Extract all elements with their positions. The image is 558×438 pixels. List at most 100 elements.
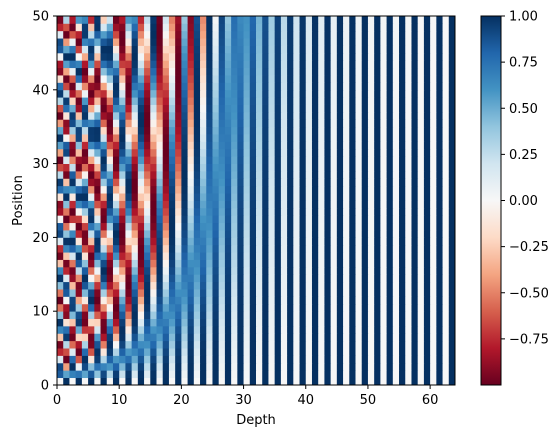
heatmap-cell <box>69 325 77 334</box>
heatmap-cell <box>63 111 70 120</box>
heatmap-cell <box>119 362 126 371</box>
heatmap-cell <box>324 134 332 142</box>
heatmap-cell <box>100 370 108 379</box>
heatmap-cell <box>206 348 213 356</box>
heatmap-cell <box>417 370 425 379</box>
heatmap-cell <box>200 259 207 268</box>
heatmap-cell <box>399 237 406 246</box>
heatmap-cell <box>224 296 232 305</box>
y-tick-label: 40 <box>32 83 49 98</box>
heatmap-cell <box>137 30 145 39</box>
heatmap-cell <box>181 148 188 157</box>
heatmap-cell <box>119 30 126 39</box>
heatmap-cell <box>262 377 269 386</box>
heatmap-cell <box>218 45 226 54</box>
heatmap-cell <box>336 156 344 164</box>
heatmap-cell <box>442 170 450 179</box>
heatmap-cell <box>112 104 120 113</box>
heatmap-cell <box>94 222 101 231</box>
heatmap-cell <box>417 141 425 150</box>
heatmap-cell <box>349 311 356 319</box>
heatmap-cell <box>336 52 344 61</box>
heatmap-cell <box>386 244 394 253</box>
heatmap-cell <box>125 200 133 209</box>
heatmap-cell <box>361 377 369 386</box>
heatmap-cell <box>94 289 101 297</box>
heatmap-cell <box>299 38 307 46</box>
heatmap-cell <box>206 355 213 364</box>
heatmap-cell <box>336 200 344 209</box>
heatmap-cell <box>293 230 300 238</box>
heatmap-cell <box>63 16 70 24</box>
heatmap-cell <box>106 38 114 46</box>
heatmap-cell <box>88 126 95 135</box>
heatmap-cell <box>299 252 307 260</box>
heatmap-cell <box>200 348 207 356</box>
heatmap-cell <box>57 60 64 69</box>
heatmap-cell <box>330 215 338 224</box>
heatmap-cell <box>262 163 269 172</box>
heatmap-cell <box>405 141 412 150</box>
heatmap-cell <box>336 126 344 135</box>
heatmap-cell <box>75 119 83 128</box>
heatmap-cell <box>206 215 213 224</box>
heatmap-cell <box>318 266 325 275</box>
heatmap-cell <box>399 274 406 283</box>
heatmap-cell <box>88 193 95 201</box>
heatmap-cell <box>380 75 387 83</box>
heatmap-cell <box>94 23 101 32</box>
heatmap-cell <box>361 23 369 32</box>
heatmap-cell <box>361 52 369 61</box>
heatmap-cell <box>380 303 387 312</box>
heatmap-cell <box>231 237 238 246</box>
heatmap-cell <box>144 38 151 46</box>
heatmap-cell <box>367 30 375 39</box>
heatmap-cell <box>411 185 419 194</box>
heatmap-cell <box>448 200 456 209</box>
heatmap-cell <box>119 23 126 32</box>
heatmap-cell <box>162 16 170 24</box>
heatmap-cell <box>268 67 276 76</box>
heatmap-cell <box>311 370 319 379</box>
heatmap-cell <box>187 244 195 253</box>
heatmap-cell <box>367 119 375 128</box>
heatmap-cell <box>119 97 126 105</box>
heatmap-cell <box>380 134 387 142</box>
heatmap-cell <box>355 244 363 253</box>
heatmap-cell <box>442 134 450 142</box>
heatmap-cell <box>349 89 356 98</box>
heatmap-cell <box>231 311 238 319</box>
heatmap-cell <box>274 377 282 386</box>
heatmap-cell <box>349 230 356 238</box>
heatmap-cell <box>206 340 213 349</box>
heatmap-cell <box>374 318 381 327</box>
heatmap-cell <box>224 266 232 275</box>
heatmap-cell <box>69 355 77 364</box>
heatmap-cell <box>280 104 288 113</box>
heatmap-cell <box>318 148 325 157</box>
heatmap-cell <box>75 170 83 179</box>
heatmap-cell <box>318 222 325 231</box>
heatmap-cell <box>423 38 431 46</box>
heatmap-cell <box>144 355 151 364</box>
heatmap-cell <box>81 362 89 371</box>
heatmap-cell <box>156 215 164 224</box>
heatmap-cell <box>262 244 269 253</box>
heatmap-cell <box>100 163 108 172</box>
heatmap-cell <box>386 23 394 32</box>
heatmap-cell <box>430 215 437 224</box>
heatmap-cell <box>181 111 188 120</box>
heatmap-cell <box>343 185 350 194</box>
heatmap-cell <box>193 259 201 268</box>
heatmap-cell <box>262 222 269 231</box>
heatmap-cell <box>237 156 244 164</box>
heatmap-cell <box>144 104 151 113</box>
heatmap-cell <box>131 259 139 268</box>
heatmap-cell <box>442 303 450 312</box>
heatmap-cell <box>311 60 319 69</box>
heatmap-cell <box>243 237 251 246</box>
heatmap-cell <box>380 82 387 91</box>
heatmap-cell <box>274 222 282 231</box>
heatmap-cell <box>448 60 456 69</box>
